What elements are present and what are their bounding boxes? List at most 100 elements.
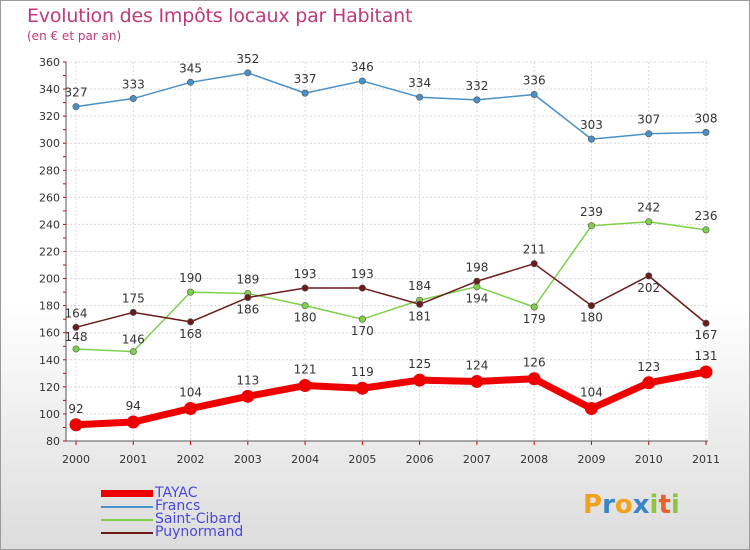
data-label: 94: [126, 399, 141, 413]
data-label: 327: [65, 86, 88, 100]
data-label: 190: [179, 271, 202, 285]
data-point: [69, 418, 83, 432]
y-tick-label: 100: [39, 408, 60, 421]
legend-label: Francs: [155, 498, 201, 514]
y-tick-label: 160: [39, 327, 60, 340]
data-label: 334: [408, 76, 431, 90]
legend-swatch: [101, 518, 153, 521]
y-tick-label: 80: [46, 435, 60, 448]
data-point: [702, 226, 710, 234]
data-label: 179: [523, 312, 546, 326]
data-point: [129, 348, 137, 356]
y-tick-label: 200: [39, 273, 60, 286]
data-label: 346: [351, 60, 374, 74]
data-label: 126: [523, 356, 546, 370]
data-label: 332: [465, 79, 488, 93]
data-point: [187, 78, 195, 86]
logo-letter: i: [649, 490, 659, 520]
legend-label: Puynormand: [155, 524, 244, 540]
data-point: [702, 128, 710, 136]
data-label: 175: [122, 291, 145, 305]
x-tick-label: 2005: [348, 453, 376, 466]
data-point: [184, 402, 198, 416]
y-tick-label: 140: [39, 354, 60, 367]
data-label: 167: [695, 328, 718, 342]
data-label: 352: [236, 52, 259, 66]
data-point: [129, 95, 137, 103]
series-puynormand: [72, 260, 710, 331]
data-label: 193: [294, 267, 317, 281]
data-point: [355, 381, 369, 395]
series-line: [75, 72, 707, 140]
data-point: [301, 89, 309, 97]
data-label: 146: [122, 333, 145, 347]
data-label: 124: [465, 358, 488, 372]
data-label: 194: [465, 292, 488, 306]
data-point: [699, 365, 713, 379]
legend-swatch: [101, 531, 153, 534]
data-label: 193: [351, 267, 374, 281]
data-label: 236: [695, 209, 718, 223]
logo-letter: x: [632, 490, 650, 520]
data-point: [416, 93, 424, 101]
data-point: [470, 374, 484, 388]
data-point: [241, 389, 255, 403]
data-point: [358, 284, 366, 292]
data-point: [358, 315, 366, 323]
data-point: [642, 376, 656, 390]
data-point: [413, 373, 427, 387]
data-label: 121: [294, 363, 317, 377]
data-label: 189: [236, 272, 259, 286]
data-point: [530, 260, 538, 268]
data-point: [584, 402, 598, 416]
data-label: 123: [637, 360, 660, 374]
data-label: 180: [580, 311, 603, 325]
data-label: 170: [351, 324, 374, 338]
data-point: [416, 300, 424, 308]
data-label: 92: [68, 402, 83, 416]
data-label: 345: [179, 61, 202, 75]
chart-title: Evolution des Impôts locaux par Habitant: [27, 5, 413, 27]
data-point: [702, 319, 710, 327]
legend-item: Francs: [101, 498, 243, 514]
data-label: 239: [580, 205, 603, 219]
y-tick-label: 340: [39, 83, 60, 96]
y-tick-label: 300: [39, 137, 60, 150]
y-tick-label: 220: [39, 246, 60, 259]
series-line: [75, 220, 707, 353]
x-tick-label: 2004: [291, 453, 319, 466]
x-tick-label: 2000: [62, 453, 90, 466]
data-point: [358, 77, 366, 85]
legend-swatch: [101, 490, 153, 497]
data-label: 307: [637, 113, 660, 127]
data-point: [301, 302, 309, 310]
data-point: [530, 90, 538, 98]
data-point: [72, 103, 80, 111]
data-point: [187, 288, 195, 296]
data-label: 168: [179, 327, 202, 341]
data-point: [126, 415, 140, 429]
legend-item: TAYAC: [101, 486, 243, 500]
data-label: 164: [65, 306, 88, 320]
x-tick-label: 2001: [119, 453, 147, 466]
logo-letter: P: [583, 490, 603, 520]
y-tick-label: 260: [39, 191, 60, 204]
legend-label: Saint-Cibard: [155, 511, 242, 527]
series-tayac: [69, 365, 713, 432]
logo-letter: r: [602, 490, 615, 520]
data-point: [473, 277, 481, 285]
data-label: 148: [65, 330, 88, 344]
data-point: [301, 284, 309, 292]
data-label: 181: [408, 309, 431, 323]
y-tick-label: 240: [39, 218, 60, 231]
data-label: 333: [122, 78, 145, 92]
data-point: [645, 130, 653, 138]
data-label: 202: [637, 281, 660, 295]
data-point: [298, 379, 312, 393]
x-tick-label: 2003: [234, 453, 262, 466]
data-point: [473, 96, 481, 104]
data-point: [645, 218, 653, 226]
data-label: 308: [695, 111, 718, 125]
